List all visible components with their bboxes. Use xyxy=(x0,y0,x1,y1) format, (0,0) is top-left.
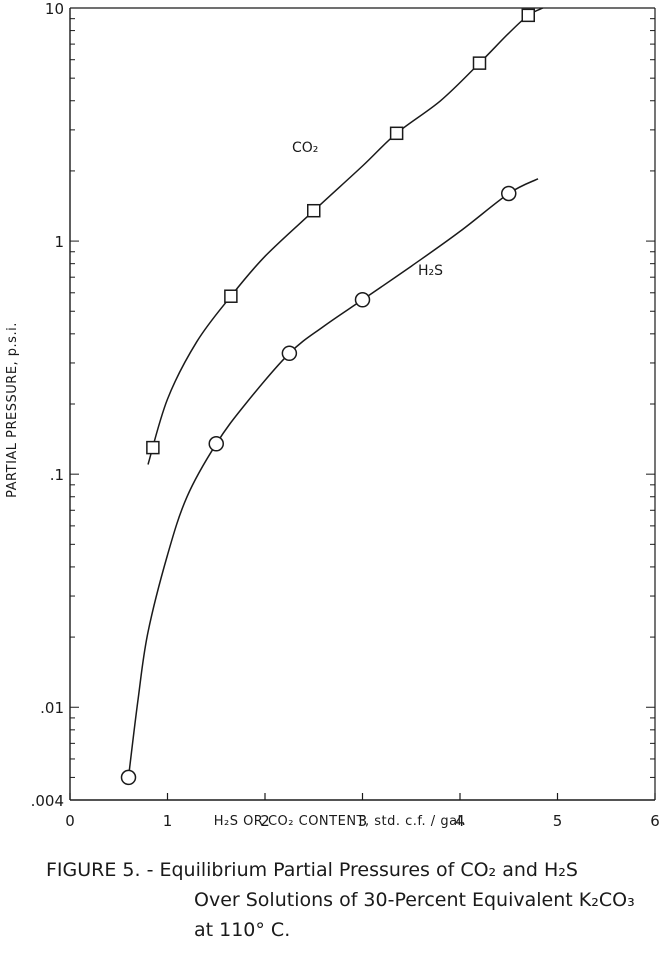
y-axis-title: PARTIAL PRESSURE, p.s.i. xyxy=(5,322,20,498)
h2s-series-label: H₂S xyxy=(418,263,443,279)
figure-caption: FIGURE 5. - Equilibrium Partial Pressure… xyxy=(46,855,661,945)
co2-curve xyxy=(147,7,544,465)
co2-series-label: CO₂ xyxy=(292,140,318,156)
ticks: 0 1 2 3 4 5 6 10 1 .1 .01 .004 xyxy=(31,0,660,830)
y-tick-label: .1 xyxy=(50,466,64,484)
x-tick-label: 0 xyxy=(65,812,75,830)
co2-square-marker xyxy=(472,56,487,70)
co2-square-marker xyxy=(146,440,160,455)
co2-square-marker xyxy=(224,289,238,303)
y-tick-label: 10 xyxy=(45,0,64,18)
h2s-circle-marker xyxy=(208,436,224,452)
chart: 0 1 2 3 4 5 6 10 1 .1 .01 .004 CO₂ H₂S H₂S OR CO₂ CO… xyxy=(5,0,660,830)
axes xyxy=(69,7,656,801)
x-tick-label: 3 xyxy=(358,812,368,830)
curves xyxy=(127,7,544,778)
x-tick-label: 1 xyxy=(163,812,173,830)
x-tick-label: 6 xyxy=(650,812,660,830)
co2-square-marker xyxy=(389,126,404,141)
x-tick-label: 4 xyxy=(455,812,465,830)
h2s-circle-marker xyxy=(281,345,298,362)
caption-line-1: FIGURE 5. - Equilibrium Partial Pressure… xyxy=(46,859,578,881)
h2s-curve xyxy=(127,178,539,778)
x-tick-label: 5 xyxy=(553,812,563,830)
h2s-circle-marker xyxy=(120,769,137,786)
y-tick-label: 1 xyxy=(54,233,64,251)
markers xyxy=(120,8,535,786)
x-tick-label: 2 xyxy=(260,812,270,830)
co2-square-marker xyxy=(521,8,535,23)
h2s-circle-marker xyxy=(501,185,517,202)
h2s-circle-marker xyxy=(354,292,371,308)
caption-line-2: Over Solutions of 30-Percent Equivalent … xyxy=(194,889,635,911)
y-tick-label: .01 xyxy=(40,699,64,717)
caption-line-3: at 110° C. xyxy=(194,919,291,941)
series-labels: CO₂ H₂S xyxy=(292,140,443,279)
x-axis-title: H₂S OR CO₂ CONTENT, std. c.f. / gal. xyxy=(214,814,467,829)
co2-square-marker xyxy=(307,203,321,218)
y-tick-label: .004 xyxy=(31,792,64,810)
